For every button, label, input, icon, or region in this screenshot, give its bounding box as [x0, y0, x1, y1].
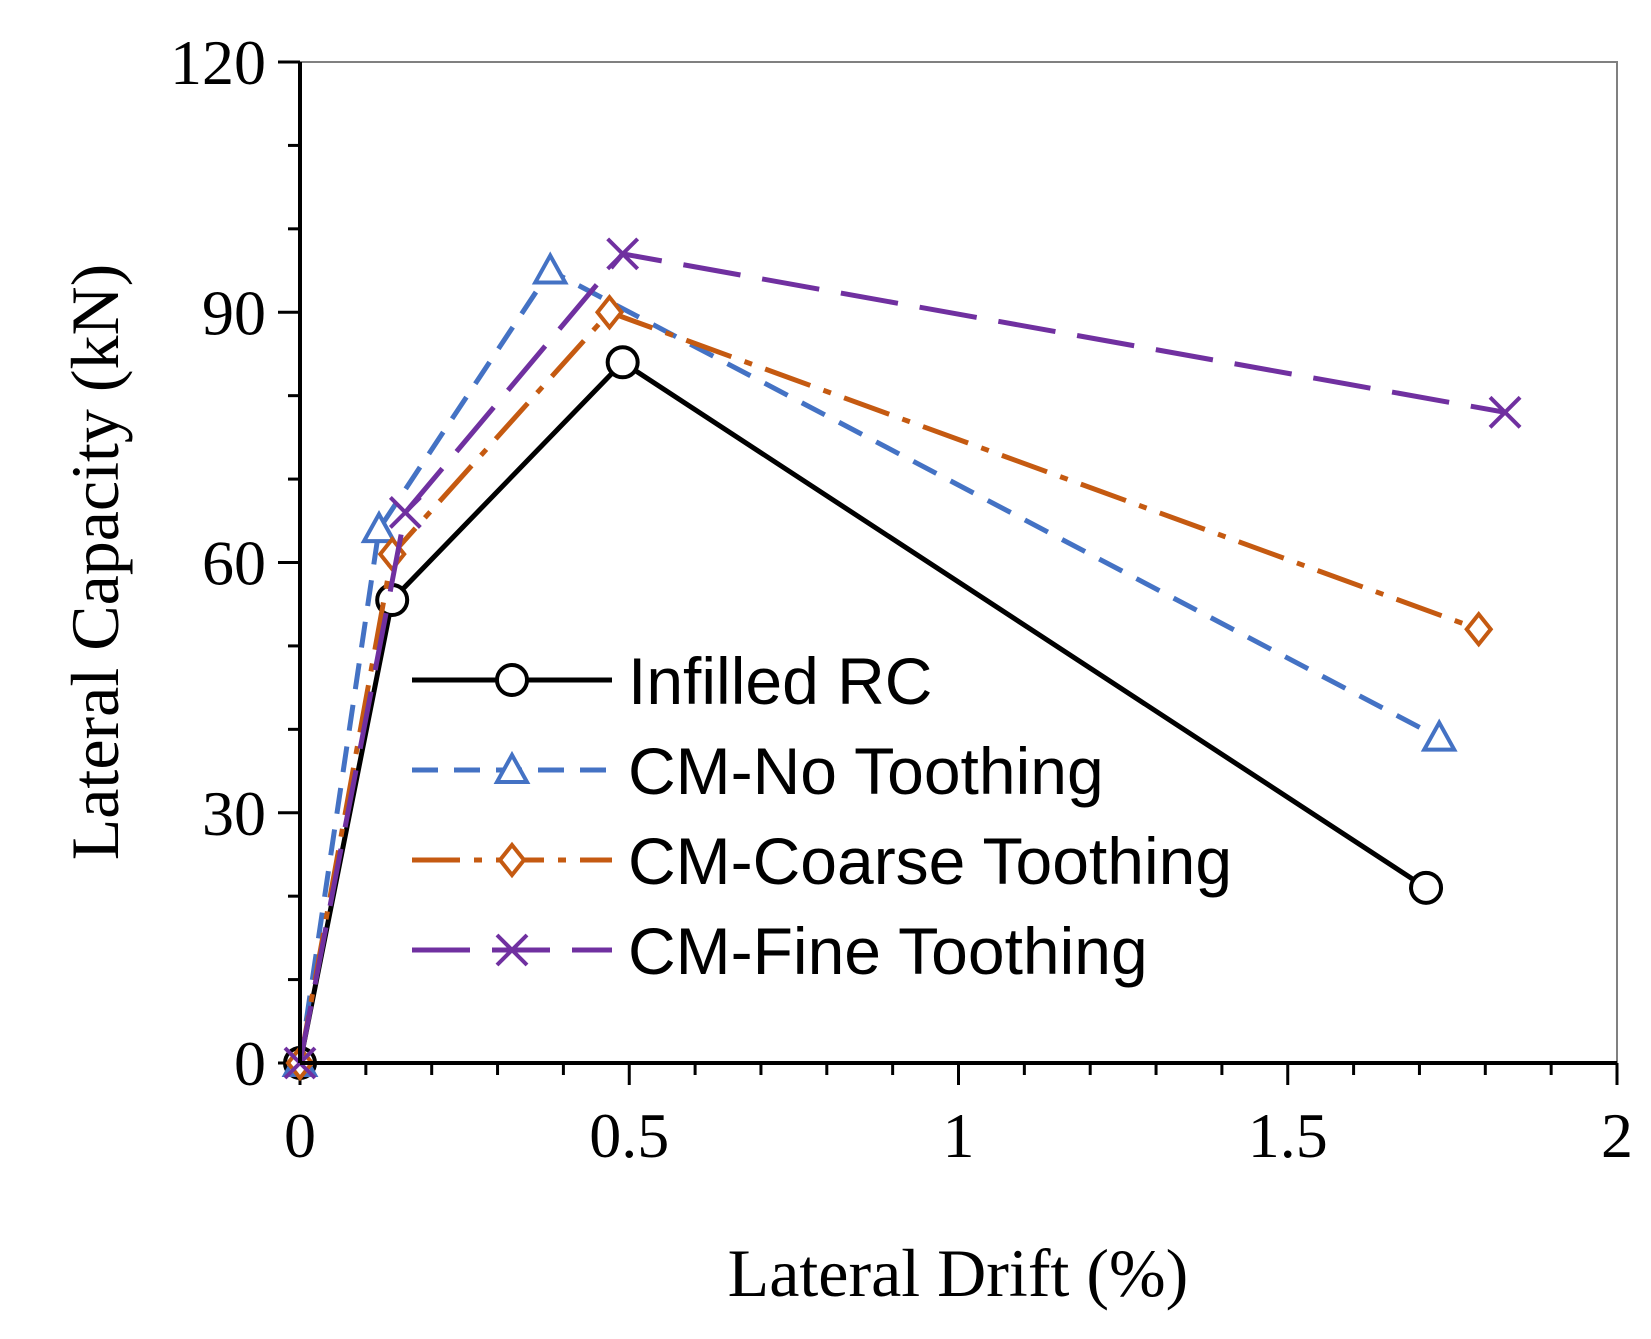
- x-tick-label: 2: [1601, 1100, 1633, 1171]
- y-tick-label: 30: [202, 778, 266, 849]
- data-point-cm-fine-toothing: [606, 237, 640, 271]
- legend-label-cm-coarse-toothing: CM-Coarse Toothing: [628, 824, 1232, 898]
- series-cm-fine-toothing: [283, 237, 1522, 1080]
- x-axis-label: Lateral Drift (%): [728, 1235, 1189, 1311]
- x-tick-label: 0: [284, 1100, 316, 1171]
- data-point-infilled-rc: [605, 345, 640, 380]
- x-marker-stroke: [606, 237, 640, 271]
- legend: Infilled RC CM-No Toothing CM-Coarse Tooth…: [412, 644, 1232, 988]
- legend-marker-cm-coarse-toothing: [497, 841, 527, 879]
- ticks-layer: [278, 60, 1619, 1085]
- x-marker-stroke: [495, 933, 529, 967]
- data-point-cm-no-toothing: [1420, 718, 1458, 752]
- y-tick-label: 0: [234, 1028, 266, 1099]
- series-line-cm-fine-toothing: [297, 251, 1506, 1064]
- x-tick-label: 1.5: [1248, 1100, 1328, 1171]
- data-point-cm-fine-toothing: [388, 496, 422, 529]
- series-line-infilled-rc: [297, 359, 1428, 1064]
- legend-label-infilled-rc: Infilled RC: [628, 644, 932, 718]
- data-point-infilled-rc: [1409, 870, 1444, 905]
- x-marker-stroke: [1488, 395, 1522, 429]
- y-tick-label: 60: [202, 528, 266, 599]
- legend-label-cm-no-toothing: CM-No Toothing: [628, 734, 1104, 808]
- x-tick-label: 1: [943, 1100, 975, 1171]
- plot-frame: [299, 61, 1618, 1064]
- tick-labels-layer: 0 30 60 90 120 0 0.5 1 1.5 2: [170, 27, 1633, 1171]
- legend-label-cm-fine-toothing: CM-Fine Toothing: [628, 914, 1148, 988]
- legend-marker-infilled-rc: [495, 663, 529, 697]
- y-tick-label: 120: [170, 27, 266, 98]
- x-marker-stroke: [388, 496, 422, 529]
- y-axis-label: Lateral Capacity (kN): [57, 264, 133, 861]
- y-tick-label: 90: [202, 277, 266, 348]
- series-line-cm-coarse-toothing: [297, 309, 1480, 1064]
- data-point-cm-coarse-toothing: [594, 294, 625, 331]
- data-point-cm-coarse-toothing: [1464, 611, 1494, 648]
- data-point-cm-no-toothing: [531, 251, 569, 285]
- series-layer: [281, 237, 1522, 1082]
- legend-marker-cm-fine-toothing: [495, 933, 529, 967]
- x-tick-label: 0.5: [589, 1100, 669, 1171]
- data-point-cm-fine-toothing: [1488, 395, 1522, 429]
- series-line-cm-no-toothing: [297, 268, 1441, 1064]
- data-point-cm-no-toothing: [360, 510, 398, 544]
- legend-marker-cm-no-toothing: [493, 750, 531, 784]
